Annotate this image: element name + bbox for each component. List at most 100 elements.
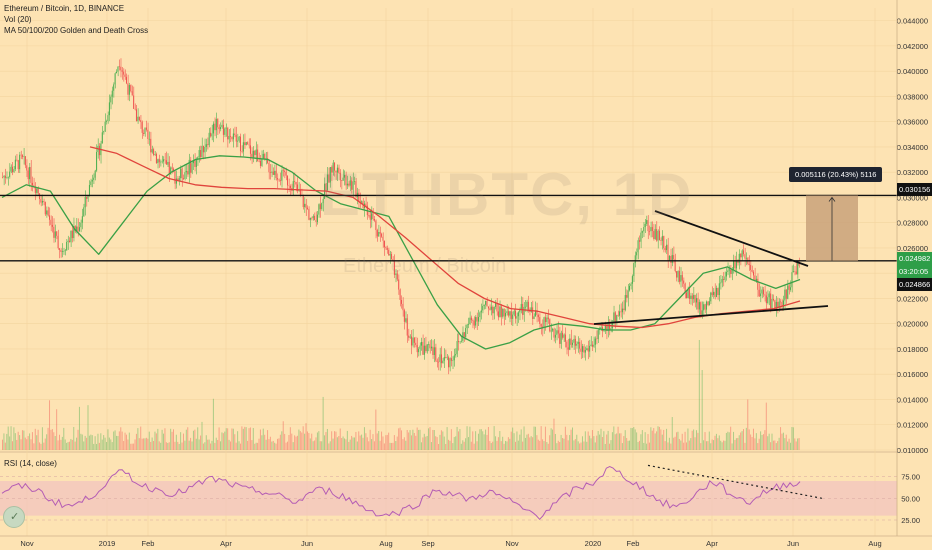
candle-body	[108, 102, 110, 116]
candle-body	[408, 335, 410, 338]
candle-body	[780, 301, 782, 303]
volume-bar	[487, 426, 489, 450]
volume-bar	[336, 437, 338, 450]
legend-volume[interactable]: Vol (20)	[4, 15, 32, 24]
candle-body	[238, 136, 240, 141]
volume-bar	[416, 427, 418, 450]
volume-bar	[671, 417, 673, 450]
volume-bar	[680, 440, 682, 450]
volume-bar	[106, 441, 108, 450]
x-tick-label: Apr	[706, 539, 718, 548]
volume-bar	[383, 443, 385, 450]
volume-bar	[59, 434, 60, 450]
volume-bar	[227, 428, 229, 450]
volume-bar	[248, 428, 250, 450]
y-tick-label: 0.012000	[897, 421, 928, 430]
candle-body	[308, 208, 310, 220]
volume-bar	[403, 437, 405, 450]
volume-bar	[277, 438, 279, 450]
candle-body	[475, 317, 477, 326]
candle-body	[752, 271, 754, 276]
candle-body	[14, 159, 16, 170]
candle-body	[26, 165, 28, 171]
volume-bar	[482, 431, 484, 450]
volume-bar	[580, 442, 582, 450]
volume-bar	[405, 440, 407, 450]
volume-bar	[71, 439, 73, 450]
candle-body	[748, 263, 750, 265]
volume-bar	[767, 436, 769, 450]
candle-body	[137, 116, 139, 122]
volume-bar	[607, 430, 609, 450]
volume-bar	[755, 433, 757, 450]
candle-body	[466, 324, 468, 329]
volume-bar	[443, 436, 445, 450]
candle-body	[527, 301, 529, 310]
legend-symbol[interactable]: Ethereum / Bitcoin, 1D, BINANCE	[4, 4, 125, 13]
tradingview-logo-icon[interactable]: ✓	[3, 506, 25, 528]
volume-bar	[301, 432, 303, 450]
volume-bar	[475, 431, 477, 450]
candle-body	[760, 293, 762, 297]
candle-body	[627, 290, 629, 298]
candle-body	[251, 153, 253, 158]
candle-body	[393, 261, 395, 275]
volume-bar	[640, 434, 642, 450]
candle-body	[175, 178, 177, 184]
candle-body	[244, 142, 246, 146]
candle-body	[312, 215, 314, 219]
volume-bar	[202, 443, 204, 450]
rsi-legend[interactable]: RSI (14, close)	[4, 459, 57, 468]
volume-bar	[516, 431, 518, 450]
triangle-upper-line	[654, 210, 809, 267]
candle-body	[420, 341, 422, 346]
volume-bar	[198, 439, 200, 450]
candle-body	[379, 232, 381, 234]
volume-bar	[363, 427, 365, 450]
volume-bar	[177, 441, 179, 450]
volume-bar	[116, 435, 117, 450]
volume-bar	[366, 437, 368, 450]
candle-body	[757, 278, 759, 290]
candle-body	[643, 227, 645, 232]
candle-body	[664, 248, 666, 251]
candle-body	[281, 170, 283, 181]
candle-body	[53, 226, 55, 238]
candle-body	[505, 312, 507, 317]
volume-bar	[29, 433, 31, 450]
candle-body	[54, 231, 56, 238]
candle-body	[305, 203, 307, 208]
volume-bar	[7, 426, 9, 450]
y-tick-label: 0.020000	[897, 320, 928, 329]
candle-body	[154, 153, 156, 155]
volume-bar	[267, 430, 269, 450]
candle-body	[205, 144, 207, 147]
candle-body	[523, 306, 525, 315]
candle-body	[147, 129, 149, 139]
volume-bar	[524, 437, 526, 450]
candle-body	[768, 293, 770, 298]
candle-body	[201, 145, 203, 158]
candle-body	[399, 289, 401, 300]
time-axis[interactable]: Nov 2019 Feb Apr Jun Aug Sep Nov 2020 Feb Apr Jun Au…	[0, 535, 932, 548]
volume-bar	[409, 430, 411, 450]
volume-bar	[375, 409, 377, 450]
trend-drawings[interactable]	[0, 194, 897, 325]
candle-body	[500, 306, 502, 317]
volume-bar	[134, 439, 136, 450]
volume-bar	[401, 430, 402, 450]
candle-body	[754, 275, 756, 282]
volume-bar	[31, 432, 33, 450]
candle-body	[376, 230, 378, 237]
volume-bar	[438, 443, 440, 450]
legend-ma[interactable]: MA 50/100/200 Golden and Death Cross	[4, 26, 149, 35]
volume-bar	[552, 429, 554, 450]
candle-body	[539, 317, 541, 324]
candle-body	[661, 236, 663, 241]
volume-bar	[3, 433, 5, 450]
volume-bar	[268, 439, 270, 450]
candle-body	[425, 345, 427, 352]
volume-bar	[717, 438, 719, 450]
moving-averages	[1, 146, 801, 350]
